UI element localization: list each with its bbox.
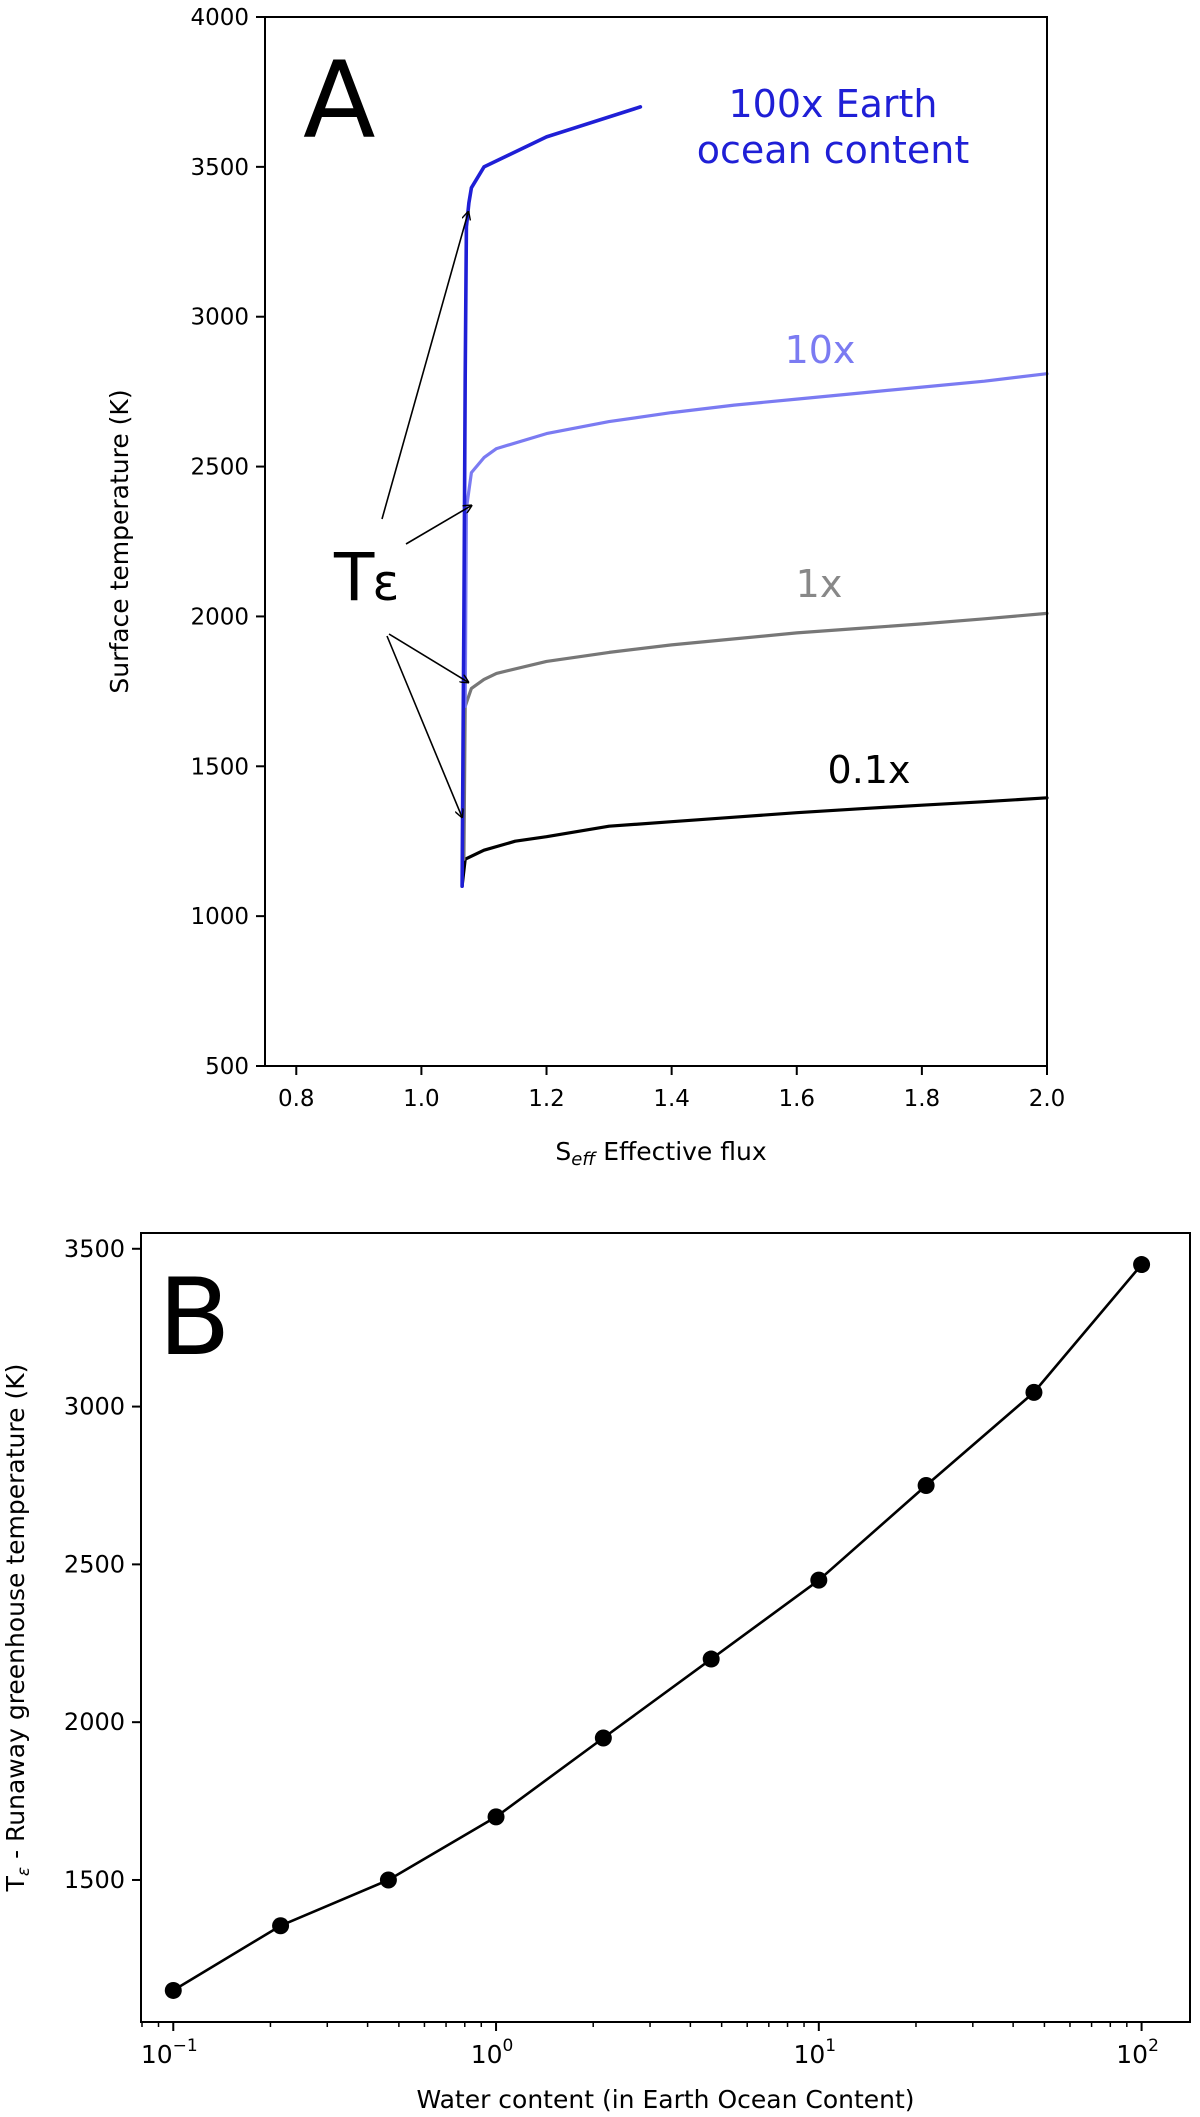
y-tick-label: 4000 — [190, 5, 249, 31]
series-line-10x — [463, 372, 1049, 708]
series-line-100x — [460, 105, 643, 889]
data-point — [810, 1571, 828, 1589]
annotation-arrow — [381, 212, 468, 520]
x-tick-label: 100 — [471, 2036, 514, 2069]
x-tick-label: 1.8 — [904, 1086, 941, 1112]
series-label-0.1x: 0.1x — [828, 748, 911, 792]
plot-frame — [140, 1232, 1191, 2023]
data-point — [487, 1808, 505, 1826]
y-tick-label: 3000 — [190, 305, 249, 331]
data-point — [272, 1917, 290, 1935]
panel-b-chart: 1500 2000 2500 3000 3500 10−1 100 101 102 B Water … — [1, 1232, 1191, 2114]
y-tick-label: 3500 — [190, 155, 249, 181]
data-point — [594, 1729, 612, 1747]
x-axis-label: Seff Effective flux — [555, 1137, 766, 1170]
x-tick-label: 102 — [1116, 2036, 1159, 2069]
annotation-arrow — [388, 633, 468, 682]
x-tick-label: 2.0 — [1029, 1086, 1066, 1112]
y-tick-label: 1500 — [190, 754, 249, 780]
y-tick-label: 1000 — [190, 904, 249, 930]
y-axis-label: Tε - Runaway greenhouse temperature (K) — [1, 1364, 34, 1893]
series-line — [172, 1263, 1143, 1992]
y-tick-label: 3500 — [64, 1235, 125, 1263]
y-tick-label: 1500 — [64, 1866, 125, 1894]
x-tick-label: 1.2 — [528, 1086, 565, 1112]
x-tick-label: 101 — [793, 2036, 836, 2069]
x-axis-label: Water content (in Earth Ocean Content) — [416, 2085, 914, 2114]
panel-letter-b: B — [158, 1256, 231, 1379]
x-tick-label: 1.4 — [653, 1086, 690, 1112]
data-point — [1025, 1383, 1043, 1401]
series-label-10x: 10x — [785, 328, 856, 372]
data-point — [164, 1981, 182, 1999]
x-tick-label: 1.6 — [778, 1086, 815, 1112]
x-tick-label: 10−1 — [141, 2036, 198, 2069]
data-point — [702, 1650, 720, 1668]
annotation-arrow — [405, 506, 471, 545]
series-line-1x — [462, 611, 1049, 861]
plot-frame — [264, 16, 1048, 1067]
y-tick-label: 2000 — [190, 604, 249, 630]
data-point — [917, 1476, 935, 1494]
series-line-0.1x — [460, 796, 1049, 888]
data-point — [379, 1871, 397, 1889]
series-label-100x: 100x Earth ocean content — [697, 82, 969, 172]
y-tick-label: 2500 — [190, 455, 249, 481]
y-tick-label: 2500 — [64, 1550, 125, 1578]
x-tick-label: 0.8 — [278, 1086, 315, 1112]
y-tick-label: 500 — [205, 1054, 249, 1080]
y-axis-label: Surface temperature (K) — [105, 389, 134, 693]
y-tick-label: 3000 — [64, 1393, 125, 1421]
panel-letter-a: A — [303, 39, 376, 162]
series-label-1x: 1x — [796, 562, 843, 606]
data-point — [1133, 1256, 1151, 1274]
y-tick-label: 2000 — [64, 1708, 125, 1736]
te-annotation: Tε — [333, 539, 399, 616]
annotation-arrow — [386, 635, 462, 817]
panel-a-chart: 500 1000 1500 2000 2500 3000 3500 4000 0.8 1.0 1.2… — [105, 5, 1065, 1170]
x-tick-label: 1.0 — [403, 1086, 440, 1112]
